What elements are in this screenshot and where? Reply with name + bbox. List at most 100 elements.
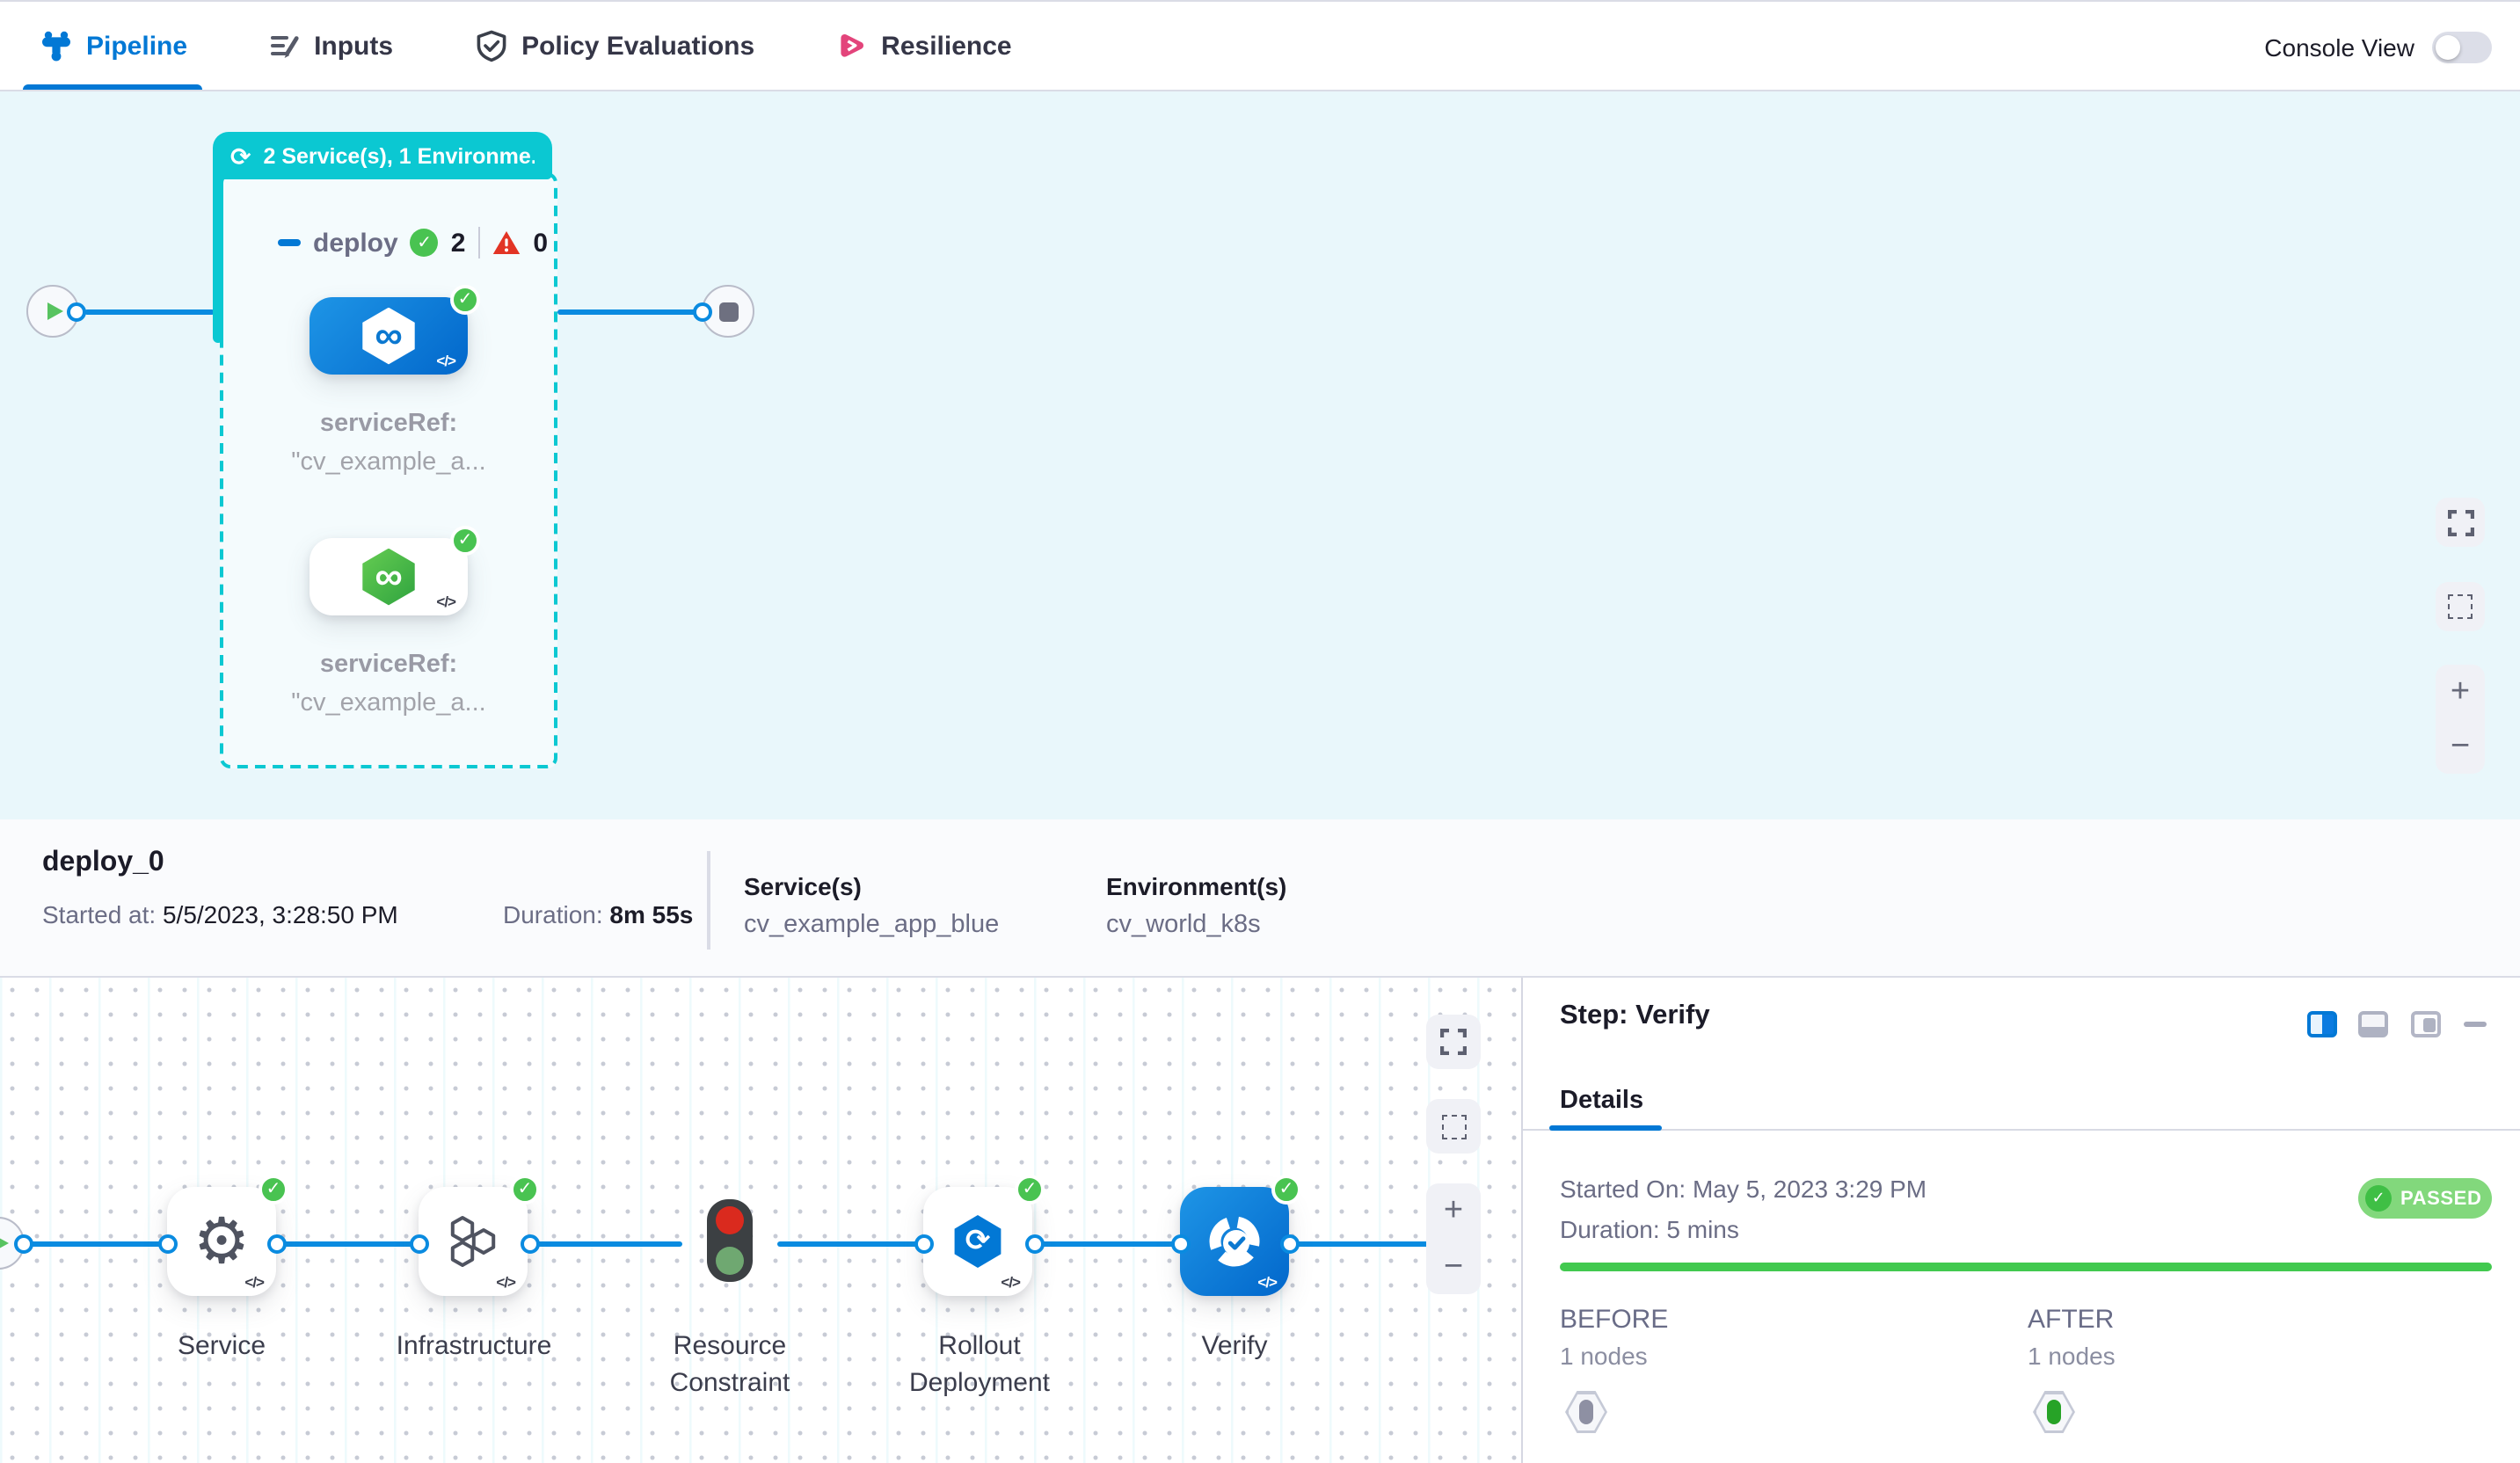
services-value[interactable]: cv_example_app_blue (744, 911, 1000, 939)
step-details-panel: Step: Verify Details Started On: May 5, … (1521, 978, 2520, 1463)
tab-resilience-label: Resilience (881, 31, 1012, 61)
environments-value[interactable]: cv_world_k8s (1106, 911, 1261, 939)
step-execution-canvas[interactable]: Service Infrastructure Resource Constrai… (0, 978, 1523, 1463)
zoom-out-button[interactable]: − (1443, 1248, 1464, 1285)
code-icon (244, 1273, 264, 1291)
progress-bar (1560, 1263, 2492, 1271)
pipeline-end-node[interactable] (702, 285, 754, 338)
divider (1523, 1128, 2520, 1131)
play-icon (0, 1234, 9, 1252)
stage-failed-count: 0 (533, 228, 549, 258)
duration-label: Duration: (503, 900, 603, 928)
success-check-icon (1271, 1175, 1301, 1205)
node-status-dot (2047, 1400, 2061, 1424)
canvas-fullscreen-button[interactable] (1426, 1015, 1481, 1069)
canvas-select-button[interactable] (1426, 1099, 1481, 1154)
tab-pipeline[interactable]: Pipeline (23, 2, 201, 90)
stage-deploy-box[interactable] (220, 172, 557, 768)
stage-badge[interactable]: 2 Service(s), 1 Environme... (213, 132, 552, 179)
check-icon (2365, 1185, 2392, 1212)
edge (7, 1241, 167, 1246)
stage-header-row[interactable]: deploy 2 0 (278, 227, 548, 258)
play-icon (47, 302, 63, 320)
canvas-zoom-control: + − (1426, 1183, 1481, 1294)
fullscreen-icon (2447, 509, 2473, 535)
canvas-select-button[interactable] (2436, 582, 2485, 631)
started-at-label: Started at: (42, 900, 157, 928)
gear-icon (193, 1210, 251, 1273)
edge-port (157, 1234, 177, 1253)
harness-service-icon (362, 307, 415, 365)
layout-floating-panel-button[interactable] (2411, 1011, 2441, 1037)
step-label-rollout-deployment: Rollout Deployment (908, 1331, 1051, 1398)
edge-port (266, 1234, 286, 1253)
stage-selected-accent (213, 176, 223, 343)
tab-inputs[interactable]: Inputs (268, 2, 393, 90)
console-view-toggle[interactable] (2432, 32, 2492, 63)
step-node-infrastructure[interactable] (419, 1175, 540, 1296)
step-label-infrastructure: Infrastructure (396, 1331, 552, 1361)
success-check-icon (410, 229, 439, 257)
shield-check-icon (476, 29, 506, 62)
after-count: 1 nodes (2028, 1342, 2116, 1370)
tab-inputs-label: Inputs (314, 31, 394, 61)
before-node-hexagon[interactable] (1565, 1391, 1607, 1433)
step-node-service[interactable] (167, 1175, 288, 1296)
loop-icon (230, 143, 251, 168)
layout-right-panel-button[interactable] (2307, 1011, 2337, 1037)
step-label-service: Service (177, 1331, 266, 1361)
panel-title: Step: Verify (1560, 1001, 1710, 1030)
console-view-label: Console View (2264, 33, 2414, 62)
zoom-in-button[interactable]: + (2450, 673, 2471, 710)
node-status-dot (1579, 1400, 1593, 1424)
edge-port (66, 302, 85, 321)
zoom-out-button[interactable]: − (2450, 728, 2471, 765)
service-node-2[interactable] (310, 526, 480, 615)
traffic-light-green (716, 1247, 744, 1275)
started-at: Started at: 5/5/2023, 3:28:50 PM (42, 900, 398, 928)
stage-summary-bar: deploy_0 Started at: 5/5/2023, 3:28:50 P… (0, 819, 2520, 978)
canvas-zoom-control: + − (2436, 665, 2485, 774)
zoom-in-button[interactable]: + (1443, 1192, 1464, 1230)
warning-triangle-icon (493, 231, 521, 254)
pipeline-stage-canvas[interactable]: 2 Service(s), 1 Environme... deploy 2 0 … (0, 91, 2520, 819)
edge (1034, 1241, 1180, 1246)
step-node-rollout-deployment[interactable] (923, 1175, 1045, 1296)
step-node-resource-constraint[interactable] (707, 1199, 753, 1282)
edge-port (520, 1234, 539, 1253)
tab-resilience[interactable]: Resilience (835, 2, 1012, 90)
stage-badge-label: 2 Service(s), 1 Environme... (263, 143, 535, 168)
status-badge: PASSED (2358, 1178, 2492, 1219)
edge-port (13, 1234, 33, 1253)
tab-active-underline (1549, 1125, 1662, 1131)
success-check-icon (450, 285, 480, 315)
collapse-icon[interactable] (278, 239, 301, 246)
service-node-1[interactable] (310, 285, 480, 375)
services-header: Service(s) (744, 872, 862, 900)
after-node-hexagon[interactable] (2033, 1391, 2075, 1433)
step-node-verify[interactable] (1180, 1175, 1301, 1296)
traffic-light-red (716, 1206, 744, 1234)
infrastructure-icon (450, 1216, 496, 1267)
tab-group: Pipeline Inputs Policy Evaluations Resil… (23, 2, 1012, 90)
pipeline-icon (42, 31, 70, 62)
divider (707, 851, 710, 950)
edge-port (1279, 1234, 1299, 1253)
success-check-icon (259, 1175, 288, 1205)
tab-pipeline-label: Pipeline (86, 31, 188, 61)
fullscreen-icon (1440, 1029, 1467, 1055)
tab-details[interactable]: Details (1560, 1087, 1644, 1115)
environments-header: Environment(s) (1106, 872, 1287, 900)
edge-port (1024, 1234, 1044, 1253)
edge-port (1170, 1234, 1190, 1253)
edge-start-to-stage (84, 309, 215, 314)
minimize-panel-button[interactable] (2464, 1022, 2487, 1027)
layout-bottom-panel-button[interactable] (2358, 1011, 2388, 1037)
code-icon (436, 593, 455, 610)
tab-policy-evaluations[interactable]: Policy Evaluations (474, 2, 754, 90)
stop-icon (718, 302, 738, 321)
step-started-on: Started On: May 5, 2023 3:29 PM (1560, 1175, 1927, 1203)
canvas-fullscreen-button[interactable] (2436, 498, 2485, 547)
tab-policy-evaluations-label: Policy Evaluations (521, 31, 755, 61)
marquee-icon (2448, 594, 2473, 619)
